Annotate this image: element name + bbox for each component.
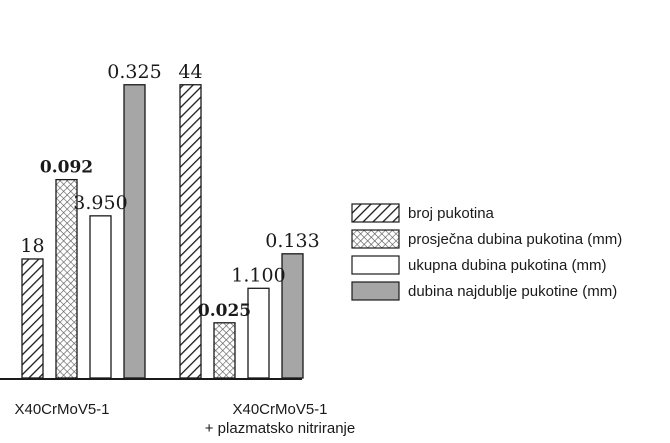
data-label-4-group-2: 0.133 (265, 230, 319, 252)
data-label-2-group-1: 0.092 (40, 158, 93, 178)
data-label-3-group-2: 1.100 (231, 264, 285, 286)
data-labels-group: 18 44 0.092 0.025 3.950 1.100 0.325 0.133 (20, 61, 319, 321)
bar-1-group-1 (21, 258, 44, 379)
legend-swatch-1 (351, 203, 400, 223)
data-label-1-group-2: 44 (178, 61, 202, 83)
data-label-4-group-1: 0.325 (107, 61, 161, 83)
bar-3-group-2 (247, 287, 270, 379)
bars-group (21, 84, 304, 379)
bar-1-group-2 (179, 84, 202, 379)
bar-2-group-2 (213, 322, 236, 379)
legend-label-1: broj pukotina (408, 205, 495, 222)
legend: broj pukotina prosječna dubina pukotina (… (351, 203, 622, 301)
bar-4-group-1 (123, 84, 146, 379)
legend-swatch-2 (351, 229, 400, 249)
category-label-2-line-1: X40CrMoV5-1 (232, 401, 327, 418)
bar-3-group-1 (89, 215, 112, 379)
category-label-2-line-2: + plazmatsko nitriranje (205, 420, 355, 437)
category-label-2: X40CrMoV5-1 + plazmatsko nitriranje (205, 401, 355, 437)
data-label-1-group-1: 18 (20, 235, 44, 257)
data-label-3-group-1: 3.950 (73, 192, 127, 214)
data-label-2-group-2: 0.025 (198, 301, 251, 321)
legend-swatch-4 (351, 281, 400, 301)
category-label-1: X40CrMoV5-1 (14, 401, 109, 418)
legend-label-2: prosječna dubina pukotina (mm) (408, 231, 622, 248)
category-label-1-line-1: X40CrMoV5-1 (14, 401, 109, 418)
category-labels-group: X40CrMoV5-1 X40CrMoV5-1 + plazmatsko nitri… (14, 401, 355, 437)
legend-label-3: ukupna dubina pukotina (mm) (408, 257, 606, 274)
legend-label-4: dubina najdublje pukotine (mm) (408, 283, 617, 300)
legend-swatch-3 (351, 255, 400, 275)
